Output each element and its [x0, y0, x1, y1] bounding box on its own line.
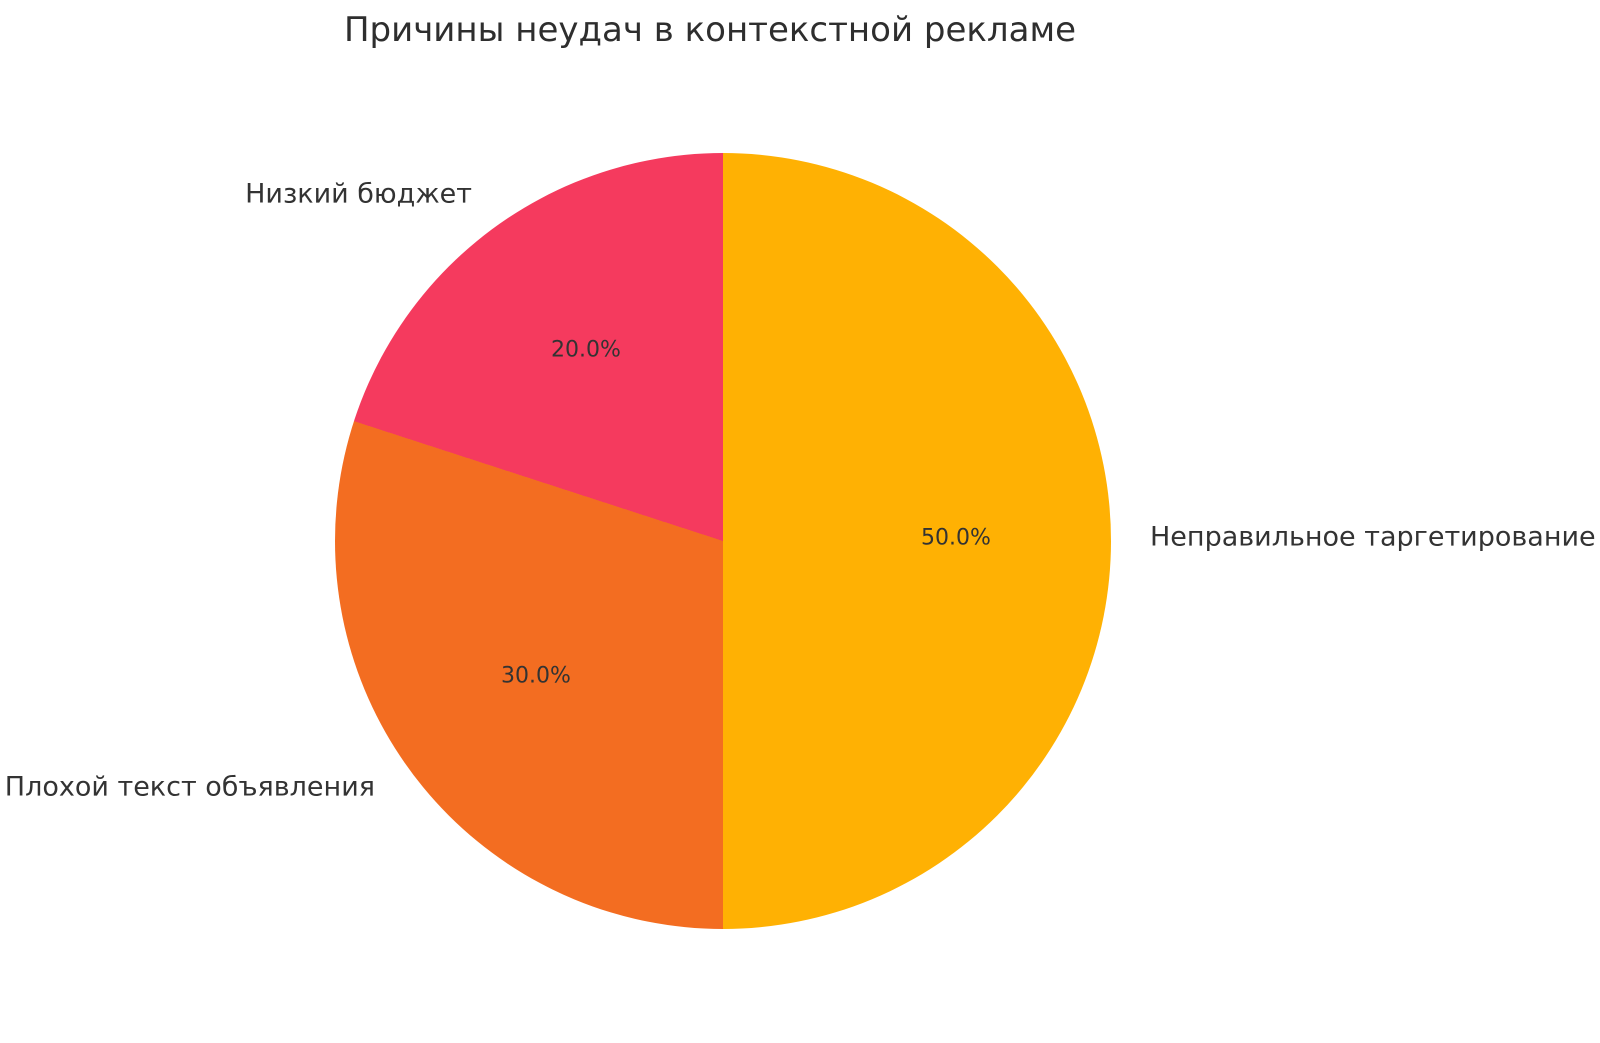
slice-label-targeting: Неправильное таргетирование: [1150, 521, 1596, 553]
pie-graphic: [335, 153, 1111, 929]
chart-title: Причины неудач в контекстной рекламе: [343, 10, 1077, 50]
pct-label-budget: 20.0%: [551, 337, 621, 363]
pct-label-targeting: 50.0%: [921, 525, 991, 551]
pct-label-ad-text: 30.0%: [501, 663, 571, 689]
slice-label-budget: Низкий бюджет: [245, 178, 472, 210]
slice-label-ad-text: Плохой текст объявления: [4, 771, 375, 803]
